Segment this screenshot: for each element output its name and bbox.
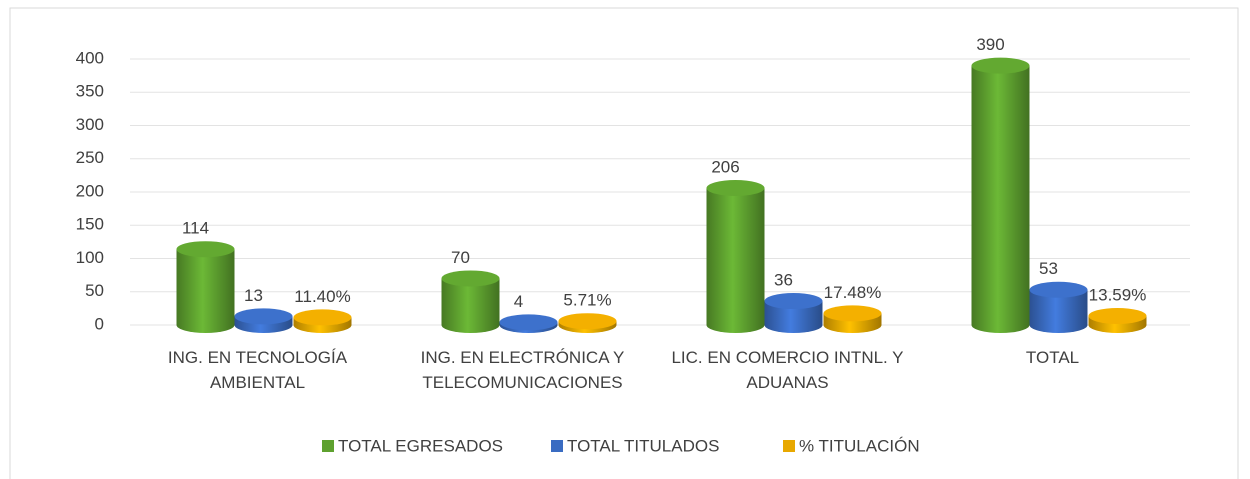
bar-top (234, 308, 293, 325)
bar (499, 314, 558, 333)
data-label: 17.48% (824, 283, 882, 302)
bar-body (1029, 289, 1088, 333)
bar-body (706, 188, 765, 333)
x-tick-label: ING. EN ELECTRÓNICA Y TELECOMUNICACIONES (420, 348, 625, 392)
bar-top (706, 180, 765, 197)
bar-top (499, 314, 558, 331)
y-tick-label: 300 (76, 115, 104, 134)
bar-top (176, 241, 235, 258)
bar (176, 241, 235, 333)
bar-top (1029, 281, 1088, 298)
data-label: 53 (1039, 259, 1058, 278)
legend-swatch (783, 440, 795, 452)
bar-top (823, 305, 882, 322)
x-tick-label: ING. EN TECNOLOGÍA AMBIENTAL (167, 348, 348, 392)
legend-label: % TITULACIÓN (799, 436, 920, 455)
bar-body (441, 278, 500, 333)
data-label: 4 (514, 292, 523, 311)
legend-label: TOTAL TITULADOS (567, 436, 719, 455)
data-label: 114 (182, 219, 209, 238)
x-tick-label: TOTAL (1025, 348, 1080, 367)
y-tick-label: 200 (76, 181, 104, 200)
data-label: 13.59% (1089, 285, 1147, 304)
bar (1088, 307, 1147, 333)
bar-body (971, 65, 1030, 334)
y-tick-label: 250 (76, 148, 104, 167)
bar (1029, 281, 1088, 333)
bar (558, 313, 617, 333)
y-tick-label: 100 (76, 248, 104, 267)
data-label: 13 (244, 286, 263, 305)
legend-swatch (322, 440, 334, 452)
y-tick-label: 150 (76, 215, 104, 234)
bar-body (176, 249, 235, 333)
bar-body (764, 301, 823, 333)
bar (971, 57, 1030, 334)
bar (823, 305, 882, 333)
bar (234, 308, 293, 333)
x-tick-label: LIC. EN COMERCIO INTNL. Y ADUANAS (671, 348, 904, 392)
bar-top (1088, 307, 1147, 324)
bar-top (558, 313, 617, 330)
data-label: 206 (711, 157, 739, 176)
y-tick-label: 400 (76, 48, 104, 67)
data-label: 70 (451, 248, 470, 267)
legend-swatch (551, 440, 563, 452)
data-label: 36 (774, 271, 793, 290)
bar-top (764, 293, 823, 310)
bar (764, 293, 823, 333)
y-tick-label: 0 (95, 314, 104, 333)
bar-top (293, 309, 352, 326)
bar (293, 309, 352, 333)
y-tick-label: 350 (76, 82, 104, 101)
y-tick-label: 50 (85, 281, 104, 300)
bar (706, 180, 765, 333)
data-label: 390 (976, 35, 1004, 54)
chart-border (9, 7, 1239, 479)
data-label: 5.71% (563, 291, 611, 310)
bar (441, 270, 500, 333)
legend-label: TOTAL EGRESADOS (338, 436, 503, 455)
bar-top (441, 270, 500, 287)
data-label: 11.40% (294, 287, 350, 306)
bar-top (971, 57, 1030, 74)
